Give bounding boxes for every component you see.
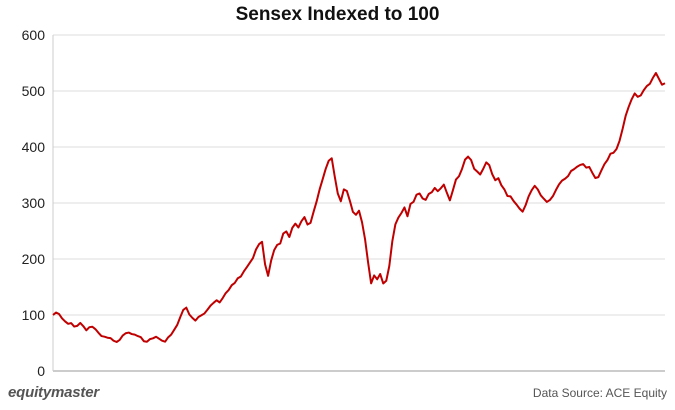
y-tick-label-200: 200 xyxy=(22,251,46,267)
y-tick-label-100: 100 xyxy=(22,307,46,323)
y-tick-label-400: 400 xyxy=(22,139,46,155)
chart-title: Sensex Indexed to 100 xyxy=(235,4,440,25)
data-source-text: Data Source: ACE Equity xyxy=(532,386,667,400)
y-tick-label-500: 500 xyxy=(22,83,46,99)
series-line-0 xyxy=(52,71,666,343)
gridlines xyxy=(53,34,665,372)
y-axis-tick-labels: 0 100 200 300 400 500 600 xyxy=(22,27,46,379)
series-layer xyxy=(52,71,666,343)
brand-logo-text: equitymaster xyxy=(8,384,99,401)
y-tick-label-600: 600 xyxy=(22,27,46,43)
y-tick-label-0: 0 xyxy=(37,363,45,379)
y-tick-label-300: 300 xyxy=(22,195,46,211)
